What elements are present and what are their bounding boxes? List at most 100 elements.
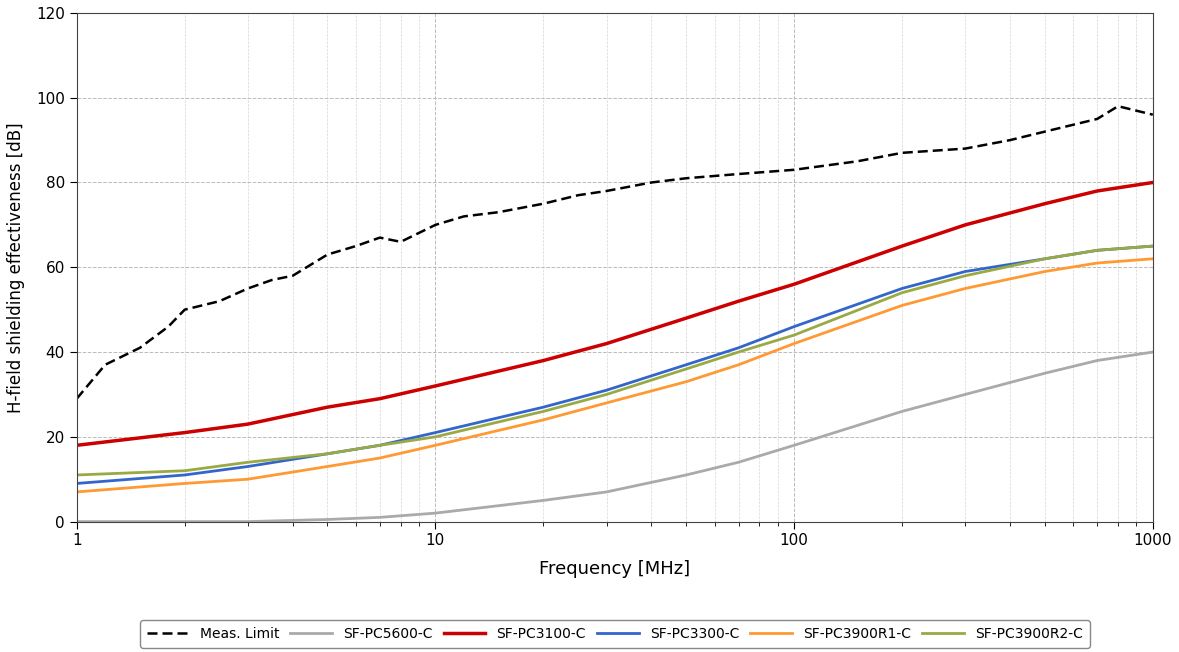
SF-PC3900R1-C [70, 488, 84, 496]
SF-PC3300-C [373, 441, 387, 449]
Meas. Limit [162, 323, 176, 331]
Meas. Limit [70, 394, 84, 402]
SF-PC3100-C [373, 394, 387, 402]
SF-PC3300-C [959, 267, 973, 275]
Line: SF-PC3900R2-C: SF-PC3900R2-C [77, 246, 1153, 475]
SF-PC3100-C [428, 382, 442, 390]
Meas. Limit [394, 238, 408, 246]
SF-PC3100-C [321, 403, 335, 411]
SF-PC5600-C [536, 496, 551, 504]
SF-PC3100-C [731, 297, 745, 305]
SF-PC3300-C [178, 471, 192, 479]
SF-PC3900R2-C [731, 348, 745, 356]
SF-PC3900R1-C [731, 361, 745, 368]
Meas. Limit [428, 221, 442, 229]
SF-PC3900R2-C [241, 458, 255, 466]
SF-PC3900R2-C [679, 365, 693, 373]
SF-PC3900R1-C [788, 340, 802, 348]
SF-PC3300-C [1146, 242, 1160, 250]
SF-PC3900R2-C [178, 467, 192, 475]
Meas. Limit [1091, 115, 1105, 123]
SF-PC3300-C [241, 462, 255, 470]
Meas. Limit [349, 242, 363, 250]
SF-PC3900R2-C [1146, 242, 1160, 250]
SF-PC3300-C [731, 344, 745, 351]
SF-PC3300-C [1038, 255, 1052, 263]
Meas. Limit [241, 284, 255, 292]
Line: Meas. Limit: Meas. Limit [77, 106, 1153, 398]
Meas. Limit [679, 174, 693, 182]
SF-PC3900R1-C [1146, 255, 1160, 263]
SF-PC5600-C [178, 518, 192, 526]
Legend: Meas. Limit, SF-PC5600-C, SF-PC3100-C, SF-PC3300-C, SF-PC3900R1-C, SF-PC3900R2-C: Meas. Limit, SF-PC5600-C, SF-PC3100-C, S… [140, 620, 1089, 648]
SF-PC3300-C [1091, 246, 1105, 254]
SF-PC3900R1-C [373, 454, 387, 462]
SF-PC3300-C [788, 323, 802, 331]
SF-PC3100-C [1146, 179, 1160, 186]
Meas. Limit [321, 250, 335, 258]
SF-PC3300-C [321, 450, 335, 458]
SF-PC5600-C [895, 408, 909, 415]
Meas. Limit [731, 170, 745, 178]
SF-PC3100-C [70, 441, 84, 449]
SF-PC5600-C [321, 516, 335, 524]
SF-PC3900R1-C [536, 416, 551, 424]
Meas. Limit [265, 276, 279, 284]
SF-PC5600-C [788, 441, 802, 449]
SF-PC5600-C [1091, 357, 1105, 364]
Meas. Limit [1038, 128, 1052, 136]
SF-PC3300-C [428, 428, 442, 436]
SF-PC3900R1-C [178, 479, 192, 487]
X-axis label: Frequency [MHz]: Frequency [MHz] [539, 559, 691, 578]
SF-PC3900R2-C [788, 331, 802, 339]
SF-PC3900R1-C [959, 284, 973, 292]
Meas. Limit [571, 191, 585, 199]
SF-PC3100-C [1038, 200, 1052, 207]
Meas. Limit [178, 306, 192, 314]
SF-PC3900R2-C [895, 289, 909, 297]
SF-PC3300-C [895, 284, 909, 292]
SF-PC5600-C [679, 471, 693, 479]
Meas. Limit [895, 149, 909, 156]
SF-PC5600-C [70, 518, 84, 526]
Meas. Limit [1146, 111, 1160, 119]
SF-PC3900R1-C [895, 301, 909, 309]
SF-PC3900R2-C [1038, 255, 1052, 263]
SF-PC3100-C [536, 357, 551, 364]
SF-PC3100-C [788, 280, 802, 288]
Line: SF-PC5600-C: SF-PC5600-C [77, 352, 1153, 522]
SF-PC5600-C [1146, 348, 1160, 356]
SF-PC3900R2-C [959, 272, 973, 280]
SF-PC3100-C [959, 221, 973, 229]
SF-PC3300-C [599, 386, 613, 394]
SF-PC3900R1-C [599, 399, 613, 407]
SF-PC5600-C [731, 458, 745, 466]
Meas. Limit [456, 213, 470, 220]
Meas. Limit [850, 157, 864, 165]
SF-PC3900R1-C [321, 462, 335, 470]
Meas. Limit [536, 200, 551, 207]
Meas. Limit [492, 208, 506, 216]
Meas. Limit [212, 297, 226, 305]
SF-PC5600-C [1038, 369, 1052, 377]
Meas. Limit [98, 361, 112, 368]
SF-PC3100-C [1091, 187, 1105, 195]
SF-PC5600-C [959, 391, 973, 398]
SF-PC3900R2-C [373, 441, 387, 449]
Meas. Limit [285, 272, 299, 280]
SF-PC3900R2-C [1091, 246, 1105, 254]
SF-PC3300-C [679, 361, 693, 368]
Meas. Limit [788, 166, 802, 173]
SF-PC3900R1-C [679, 378, 693, 385]
SF-PC3100-C [895, 242, 909, 250]
Meas. Limit [644, 179, 658, 186]
SF-PC3900R1-C [1038, 267, 1052, 275]
Meas. Limit [1111, 102, 1125, 110]
Meas. Limit [1003, 136, 1017, 144]
SF-PC3900R1-C [1091, 259, 1105, 267]
Line: SF-PC3300-C: SF-PC3300-C [77, 246, 1153, 483]
SF-PC3900R2-C [321, 450, 335, 458]
SF-PC3900R2-C [536, 408, 551, 415]
SF-PC3900R2-C [428, 433, 442, 441]
Y-axis label: H-field shielding effectiveness [dB]: H-field shielding effectiveness [dB] [7, 122, 25, 413]
